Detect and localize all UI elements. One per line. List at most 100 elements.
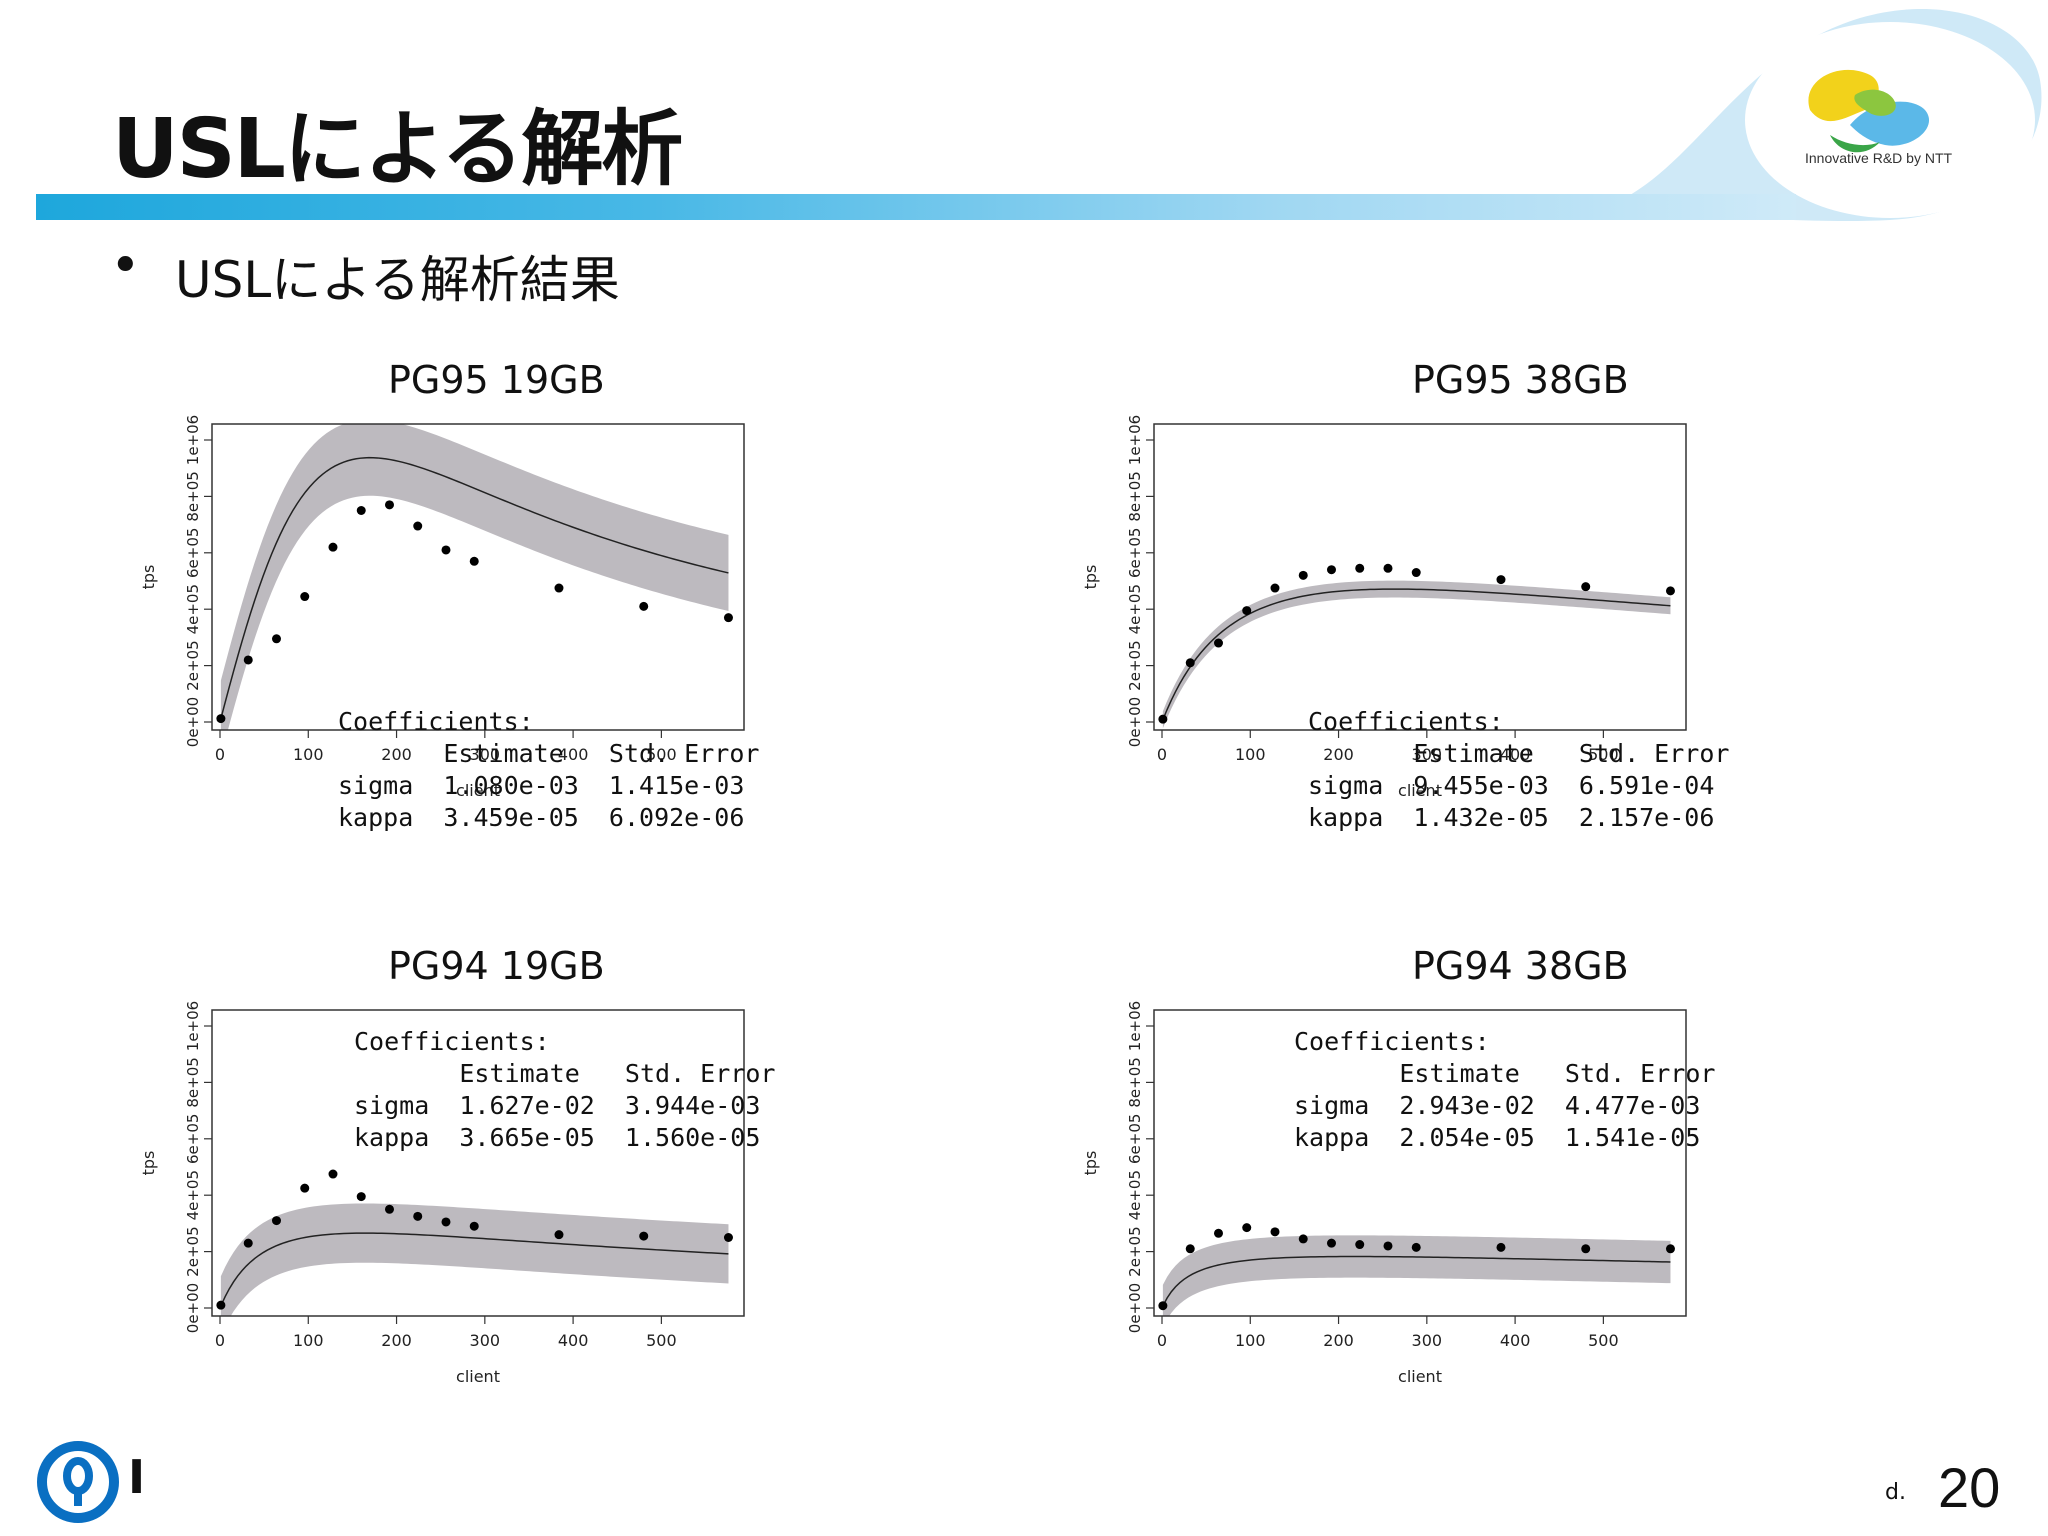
chart-plot: 0 100 200 300 400 500 0e+00 2e+05 4e+05 6e+05 8e+0… — [1081, 415, 1687, 800]
y-tick-label: 6e+05 — [184, 1114, 202, 1164]
data-point — [271, 634, 281, 644]
plot-frame — [1153, 1009, 1687, 1317]
chart-title: PG95 38GB — [1412, 358, 1629, 402]
data-point — [1298, 570, 1308, 580]
data-point — [1185, 1244, 1195, 1254]
y-tick-label: 4e+05 — [1126, 584, 1144, 634]
y-tick-label: 0e+00 — [1126, 697, 1144, 747]
x-axis-label: client — [456, 781, 500, 800]
data-point — [1270, 583, 1280, 593]
y-tick-label: 8e+05 — [184, 1057, 202, 1107]
footer-text-fragment: I — [128, 1450, 146, 1504]
x-tick-label: 0 — [215, 1331, 225, 1350]
y-tick-label: 4e+05 — [184, 1170, 202, 1220]
x-tick-label: 200 — [381, 1331, 412, 1350]
chart-plot: 0 100 200 300 400 500 0e+00 2e+05 4e+05 6e+05 8e+0… — [139, 1001, 745, 1386]
data-point — [1326, 565, 1336, 575]
data-point — [271, 1216, 281, 1226]
x-tick-label: 100 — [1235, 745, 1266, 764]
y-tick-label: 2e+05 — [184, 1226, 202, 1276]
bullet-text: USLによる解析結果 — [175, 251, 620, 309]
data-point — [300, 592, 310, 602]
data-point — [1242, 606, 1252, 616]
coefficients-table: Coefficients: Estimate Std. Error sigma … — [1308, 707, 1730, 832]
usl-fit-line — [220, 456, 729, 719]
coefficients-table: Coefficients: Estimate Std. Error sigma … — [1294, 1027, 1716, 1152]
data-point — [356, 506, 366, 515]
y-tick-label: 6e+05 — [1126, 1114, 1144, 1164]
x-tick-label: 100 — [293, 1331, 324, 1350]
data-point — [216, 714, 226, 724]
x-tick-label: 400 — [558, 745, 589, 764]
data-point — [723, 1233, 733, 1242]
x-tick-label: 200 — [381, 745, 412, 764]
data-point — [1213, 1228, 1223, 1238]
data-point — [328, 1169, 338, 1179]
confidence-band — [220, 424, 729, 730]
data-point — [1298, 1234, 1308, 1244]
y-tick-label: 8e+05 — [1126, 1057, 1144, 1107]
y-tick-label: 1e+06 — [1126, 415, 1144, 465]
data-point — [1581, 1244, 1591, 1254]
data-point — [1213, 638, 1223, 648]
y-tick-label: 2e+05 — [1126, 1226, 1144, 1276]
usl-fit-line — [1162, 588, 1671, 721]
x-tick-label: 500 — [646, 1331, 677, 1350]
slide-title: USLによる解析 — [112, 102, 683, 197]
chart-title: PG94 38GB — [1412, 944, 1629, 988]
y-tick-label: 2e+05 — [1126, 640, 1144, 690]
x-tick-label: 500 — [646, 745, 677, 764]
data-point — [243, 1238, 253, 1248]
confidence-band — [1162, 1235, 1671, 1316]
data-point — [1158, 714, 1168, 724]
chart-title: PG94 19GB — [388, 944, 605, 988]
y-axis-label: tps — [139, 565, 158, 590]
x-tick-label: 400 — [1500, 745, 1531, 764]
y-axis-label: tps — [139, 1151, 158, 1176]
footer-mark: d. — [1885, 1480, 1906, 1505]
data-point — [441, 1217, 451, 1227]
data-point — [384, 1204, 394, 1214]
usl-fit-line — [1162, 1255, 1671, 1307]
data-point — [328, 542, 338, 552]
data-point — [554, 583, 564, 593]
x-tick-label: 200 — [1323, 745, 1354, 764]
data-point — [413, 521, 423, 531]
data-point — [1355, 563, 1365, 573]
y-tick-label: 8e+05 — [184, 471, 202, 521]
chart-title: PG95 19GB — [388, 358, 605, 402]
data-point — [1581, 582, 1591, 592]
data-point — [356, 1192, 366, 1202]
x-tick-label: 300 — [1412, 745, 1443, 764]
data-point — [469, 556, 479, 566]
data-point — [723, 613, 733, 623]
chart-pg95-38gb: PG95 38GB 0 100 200 300 400 500 0e+00 2e+05 4e+0… — [1072, 350, 1972, 910]
confidence-band — [1162, 580, 1671, 729]
plot-frame — [211, 1009, 745, 1317]
chart-pg94-38gb: PG94 38GB 0 100 200 300 400 500 0e+00 2e+05 4e+0… — [1072, 936, 1972, 1496]
x-tick-label: 0 — [1157, 1331, 1167, 1350]
chart-plot: 0 100 200 300 400 500 0e+00 2e+05 4e+05 6e+05 8e+0… — [1081, 1001, 1687, 1386]
data-point — [469, 1221, 479, 1231]
data-point — [300, 1183, 310, 1193]
data-point — [1185, 658, 1195, 668]
data-point — [1383, 1241, 1393, 1251]
x-tick-label: 100 — [1235, 1331, 1266, 1350]
data-point — [441, 545, 451, 555]
data-point — [1411, 568, 1421, 578]
plot-frame — [1153, 423, 1687, 731]
data-point — [1355, 1240, 1365, 1250]
x-tick-label: 200 — [1323, 1331, 1354, 1350]
y-tick-label: 1e+06 — [184, 1001, 202, 1051]
data-point — [243, 655, 253, 665]
x-tick-label: 300 — [1412, 1331, 1443, 1350]
data-point — [1496, 1242, 1506, 1252]
data-point — [1665, 1244, 1675, 1254]
data-point — [639, 1231, 649, 1241]
ntt-logo-icon — [1808, 69, 1930, 153]
data-point — [1411, 1242, 1421, 1252]
data-point — [413, 1211, 423, 1221]
y-tick-label: 0e+00 — [184, 1283, 202, 1333]
bullet-marker: • — [110, 236, 141, 296]
header-band — [36, 194, 1796, 220]
